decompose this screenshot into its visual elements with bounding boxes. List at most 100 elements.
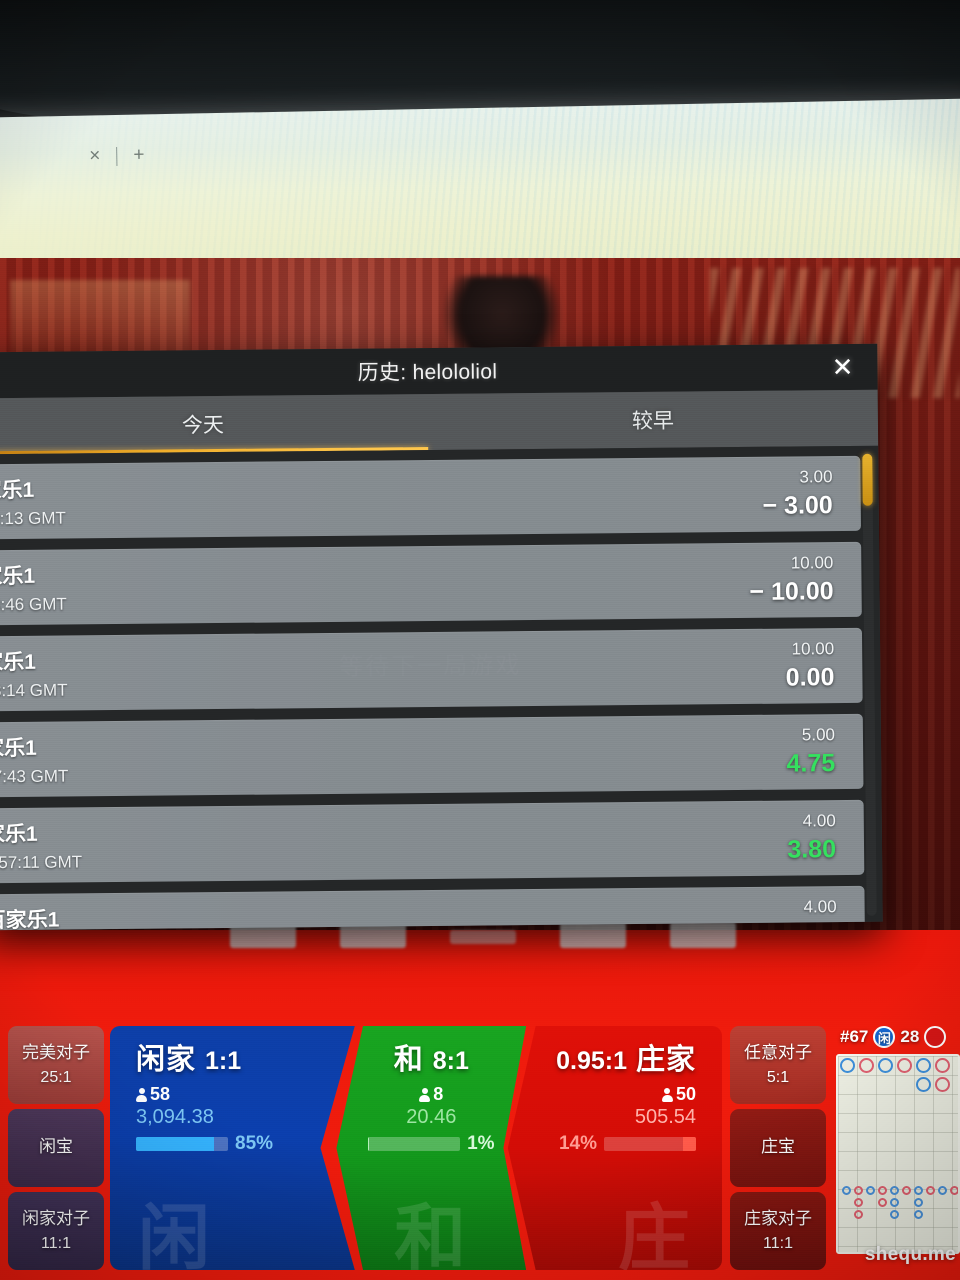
close-tab-icon[interactable]: × bbox=[89, 145, 101, 167]
row-result-amount: 4.75 bbox=[786, 749, 836, 778]
bet-banker-bonus[interactable]: 庄宝 bbox=[730, 1109, 826, 1187]
row-result-amount: − 3.00 bbox=[762, 491, 833, 520]
table-row[interactable]: 家乐1 59:13 GMT 3.00 − 3.00 bbox=[0, 455, 862, 540]
tab-today[interactable]: 今天 bbox=[181, 413, 225, 438]
banker-side-buttons: 任意对子 5:1 庄宝 庄家对子 11:1 bbox=[722, 1018, 832, 1280]
scrollbar-thumb[interactable] bbox=[862, 453, 873, 506]
player-side-buttons: 完美对子 25:1 闲宝 闲家对子 11:1 bbox=[0, 1018, 110, 1280]
bet-perfect-pair[interactable]: 完美对子 25:1 bbox=[8, 1026, 104, 1104]
player-win-count: 28 bbox=[900, 1027, 920, 1046]
row-amounts: 10.00 0.00 bbox=[785, 639, 846, 693]
row-result-amount: 3.80 bbox=[787, 835, 837, 864]
tab-earlier[interactable]: 较早 bbox=[631, 409, 675, 434]
bar-fill bbox=[136, 1137, 215, 1151]
player-count-value: 58 bbox=[150, 1084, 171, 1104]
chip-ghost bbox=[670, 922, 736, 948]
bet-odds: 11:1 bbox=[41, 1234, 71, 1252]
chip-ghost bbox=[560, 922, 626, 948]
bet-odds: 25:1 bbox=[40, 1068, 72, 1086]
bet-player-bonus[interactable]: 闲宝 bbox=[8, 1109, 104, 1187]
zone-stats: 58 3,094.38 85% bbox=[110, 1084, 355, 1155]
row-timestamp: 58:14 GMT bbox=[0, 680, 68, 701]
bar-track bbox=[368, 1137, 461, 1151]
row-amounts: 3.00 − 3.00 bbox=[762, 467, 845, 521]
chip-ghost bbox=[450, 930, 516, 944]
zone-name: 和 bbox=[393, 1044, 424, 1076]
table-row[interactable]: 家乐1 57:43 GMT 5.00 4.75 bbox=[0, 713, 864, 798]
big-road-cell bbox=[878, 1058, 893, 1073]
small-road-cell bbox=[890, 1186, 899, 1195]
new-tab-icon[interactable]: + bbox=[133, 144, 145, 166]
zone-percent-bar: 85% bbox=[136, 1133, 355, 1155]
row-game-name: 家乐1 bbox=[0, 736, 37, 761]
player-badge-icon: 闲 bbox=[873, 1026, 896, 1048]
zone-odds: 1:1 bbox=[205, 1047, 242, 1075]
small-road-cell bbox=[866, 1186, 875, 1195]
table-row[interactable]: 家乐1 58:14 GMT 10.00 0.00 bbox=[0, 627, 863, 712]
small-road-cell bbox=[902, 1186, 911, 1195]
small-road-cell bbox=[842, 1186, 851, 1195]
row-game-name: 家乐1 bbox=[0, 650, 37, 675]
table-row[interactable]: 家乐1 7:57:11 GMT 4.00 3.80 bbox=[0, 799, 865, 884]
table-row[interactable]: 家乐1 58:46 GMT 10.00 − 10.00 bbox=[0, 541, 862, 626]
row-amounts: 4.00 3.80 bbox=[787, 811, 848, 865]
person-icon bbox=[136, 1087, 147, 1102]
zone-percent: 14% bbox=[558, 1133, 597, 1154]
row-info: 家乐1 58:46 GMT bbox=[0, 559, 67, 615]
close-icon[interactable]: ✕ bbox=[831, 351, 854, 383]
player-count-value: 50 bbox=[675, 1084, 696, 1104]
history-modal: 历史: helololiol ✕ 今天 较早 等待下一局游戏 家乐159:13 … bbox=[0, 343, 883, 931]
zone-watermark: 和 bbox=[394, 1199, 469, 1270]
row-info: 家乐1 58:14 GMT bbox=[0, 645, 68, 701]
tab-separator bbox=[116, 146, 118, 166]
player-count: 50 bbox=[661, 1084, 696, 1105]
bet-player-pair[interactable]: 闲家对子 11:1 bbox=[8, 1192, 104, 1270]
player-count-value: 8 bbox=[433, 1084, 444, 1104]
big-road-cell bbox=[935, 1077, 950, 1092]
bet-zone-player[interactable]: 闲家 1:1 58 3,094.38 85% bbox=[110, 1026, 355, 1270]
zone-stats: 50 505.54 14% bbox=[508, 1084, 722, 1155]
row-timestamp: 7:57:11 GMT bbox=[0, 852, 83, 873]
zone-header: 闲家 1:1 bbox=[110, 1026, 355, 1078]
modal-title: 历史: helololiol bbox=[357, 360, 498, 385]
zone-amount: 505.54 bbox=[634, 1106, 696, 1128]
player-count: 8 bbox=[419, 1084, 443, 1105]
row-game-name: 家乐1 bbox=[0, 564, 36, 589]
browser-chrome-bar: × + bbox=[0, 98, 960, 283]
roadmap-grid[interactable] bbox=[836, 1054, 960, 1254]
row-timestamp: 59:13 GMT bbox=[0, 508, 66, 529]
small-road-cell bbox=[890, 1210, 899, 1219]
bar-fill bbox=[683, 1137, 696, 1151]
bet-zone-tie[interactable]: 和 8:1 8 20.46 1% 和 bbox=[336, 1026, 527, 1270]
big-road-cell bbox=[916, 1077, 931, 1092]
bet-label: 庄宝 bbox=[761, 1136, 795, 1156]
zone-name: 庄家 bbox=[635, 1044, 696, 1076]
roadmap-panel[interactable]: #67 闲 28 shequ.me bbox=[832, 1018, 960, 1280]
site-watermark: shequ.me bbox=[864, 1244, 956, 1265]
bet-zone-banker[interactable]: 0.95:1 庄家 50 505.54 14% bbox=[507, 1026, 722, 1270]
zone-watermark: 闲 bbox=[138, 1199, 213, 1270]
player-count: 58 bbox=[136, 1084, 355, 1105]
betting-panel: 完美对子 25:1 闲宝 闲家对子 11:1 闲家 1:1 bbox=[0, 1018, 960, 1280]
bet-label: 闲宝 bbox=[39, 1136, 73, 1156]
row-timestamp: 58:46 GMT bbox=[0, 594, 67, 615]
bet-any-pair[interactable]: 任意对子 5:1 bbox=[730, 1026, 826, 1104]
row-bet-amount: 3.00 bbox=[799, 467, 833, 487]
row-info: 百家乐17:56:35 GMT bbox=[0, 903, 84, 931]
zone-odds: 0.95:1 bbox=[556, 1047, 627, 1075]
big-road-cell bbox=[859, 1058, 874, 1073]
small-road-cell bbox=[854, 1198, 863, 1207]
zone-odds: 8:1 bbox=[432, 1047, 469, 1075]
person-icon bbox=[661, 1087, 673, 1102]
bet-banker-pair[interactable]: 庄家对子 11:1 bbox=[730, 1192, 826, 1270]
zone-name: 闲家 bbox=[136, 1044, 197, 1076]
row-info: 家乐1 57:43 GMT bbox=[0, 731, 68, 787]
row-info: 家乐1 7:57:11 GMT bbox=[0, 817, 82, 873]
small-road-cell bbox=[938, 1186, 947, 1195]
modal-tab-bar: 今天 较早 bbox=[0, 389, 879, 455]
big-road-cell bbox=[840, 1058, 855, 1073]
small-road-cell bbox=[950, 1186, 958, 1195]
row-result-amount: 0.00 bbox=[785, 663, 835, 692]
